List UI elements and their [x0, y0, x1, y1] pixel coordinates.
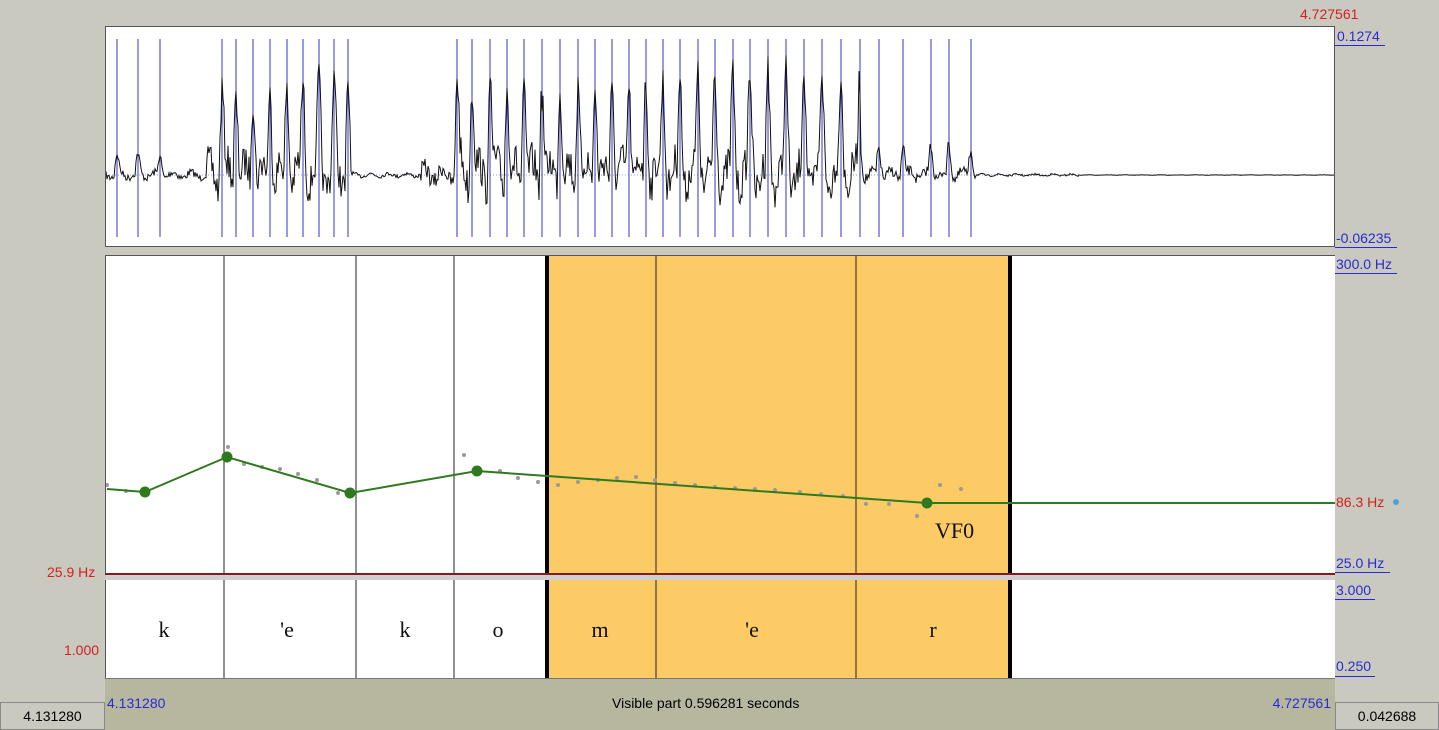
tier-plot: k 'e k o m 'e r: [159, 580, 1012, 678]
tier-name-vf0: VF0: [935, 518, 974, 543]
pitch-point-32: [938, 483, 942, 487]
pitch-top-tick: [1335, 273, 1397, 274]
selection-highlight: [547, 256, 1010, 573]
pitch-target-3: [344, 487, 356, 499]
pitch-bottom-label: 25.0 Hz: [1336, 555, 1385, 571]
time-end-label: 4.727561: [1300, 6, 1359, 22]
pitch-bottom-tick: [1335, 572, 1390, 573]
pitch-point-10: [462, 453, 466, 457]
pitch-point-20: [673, 481, 677, 485]
pitch-point-29: [864, 502, 868, 506]
pitch-target-5: [921, 497, 933, 509]
segment-label-5: m: [591, 617, 608, 642]
pitch-point-30: [887, 502, 891, 506]
pitch-point-7: [296, 472, 300, 476]
window-start-box[interactable]: 4.131280: [0, 702, 105, 730]
tier-separator: [105, 573, 1335, 580]
waveform-trace: [106, 55, 1334, 208]
pitch-point-1: [106, 483, 109, 487]
text-tier-panel[interactable]: k 'e k o m 'e r: [105, 580, 1335, 678]
pitch-point-9: [336, 491, 340, 495]
pitch-point-15: [576, 480, 580, 484]
tier-bottom-tick: [1335, 676, 1375, 677]
pitch-point-3: [226, 445, 230, 449]
pitch-target-2: [221, 451, 233, 463]
pitch-point-8: [315, 478, 319, 482]
pitch-target-1: [139, 486, 151, 498]
pitch-marker-dot: [1393, 499, 1399, 505]
window-length-box[interactable]: 0.042688: [1335, 702, 1439, 730]
pitch-plot: VF0: [106, 256, 1335, 573]
pitch-cursor-label: 25.9 Hz: [47, 564, 96, 580]
tier-top-label: 3.000: [1336, 582, 1372, 598]
segment-label-2: 'e: [280, 617, 294, 642]
tier-selection-highlight: [547, 580, 1010, 678]
waveform-panel[interactable]: [105, 26, 1335, 247]
pitch-current-label: 86.3 Hz: [1336, 494, 1385, 510]
amplitude-min-tick: [1335, 247, 1397, 248]
amplitude-max-label: 0.1274: [1337, 28, 1380, 44]
tier-top-tick: [1335, 599, 1375, 600]
pitch-point-17: [615, 476, 619, 480]
tier-left-value: 1.000: [64, 642, 100, 658]
pitch-point-13: [536, 480, 540, 484]
segment-label-6: 'e: [745, 617, 759, 642]
pitch-point-6: [278, 467, 282, 471]
segment-label-7: r: [929, 617, 937, 642]
pitch-point-12: [516, 476, 520, 480]
pitch-top-label: 300.0 Hz: [1336, 256, 1393, 272]
pitch-point-14: [556, 483, 560, 487]
pitch-point-18: [634, 475, 638, 479]
pitch-point-33: [959, 487, 963, 491]
pitch-target-4: [471, 465, 483, 477]
amplitude-min-label: -0.06235: [1336, 230, 1392, 246]
visible-part-bar[interactable]: 4.131280 Visible part 0.596281 seconds 4…: [105, 678, 1335, 730]
segment-label-1: k: [159, 617, 170, 642]
start-time-label: 4.131280: [107, 695, 166, 711]
pitch-point-25: [773, 488, 777, 492]
segment-label-3: k: [400, 617, 411, 642]
waveform-plot: [106, 39, 1334, 237]
end-time-label: 4.727561: [1272, 695, 1331, 711]
segment-label-4: o: [493, 617, 504, 642]
visible-part-label: Visible part 0.596281 seconds: [612, 695, 800, 711]
pitch-panel[interactable]: VF0: [105, 255, 1335, 573]
pitch-point-31: [915, 514, 919, 518]
amplitude-max-tick: [1335, 45, 1385, 46]
pulse-marks: [116, 39, 972, 237]
tier-bottom-label: 0.250: [1336, 658, 1372, 674]
pitch-point-19: [653, 478, 657, 482]
